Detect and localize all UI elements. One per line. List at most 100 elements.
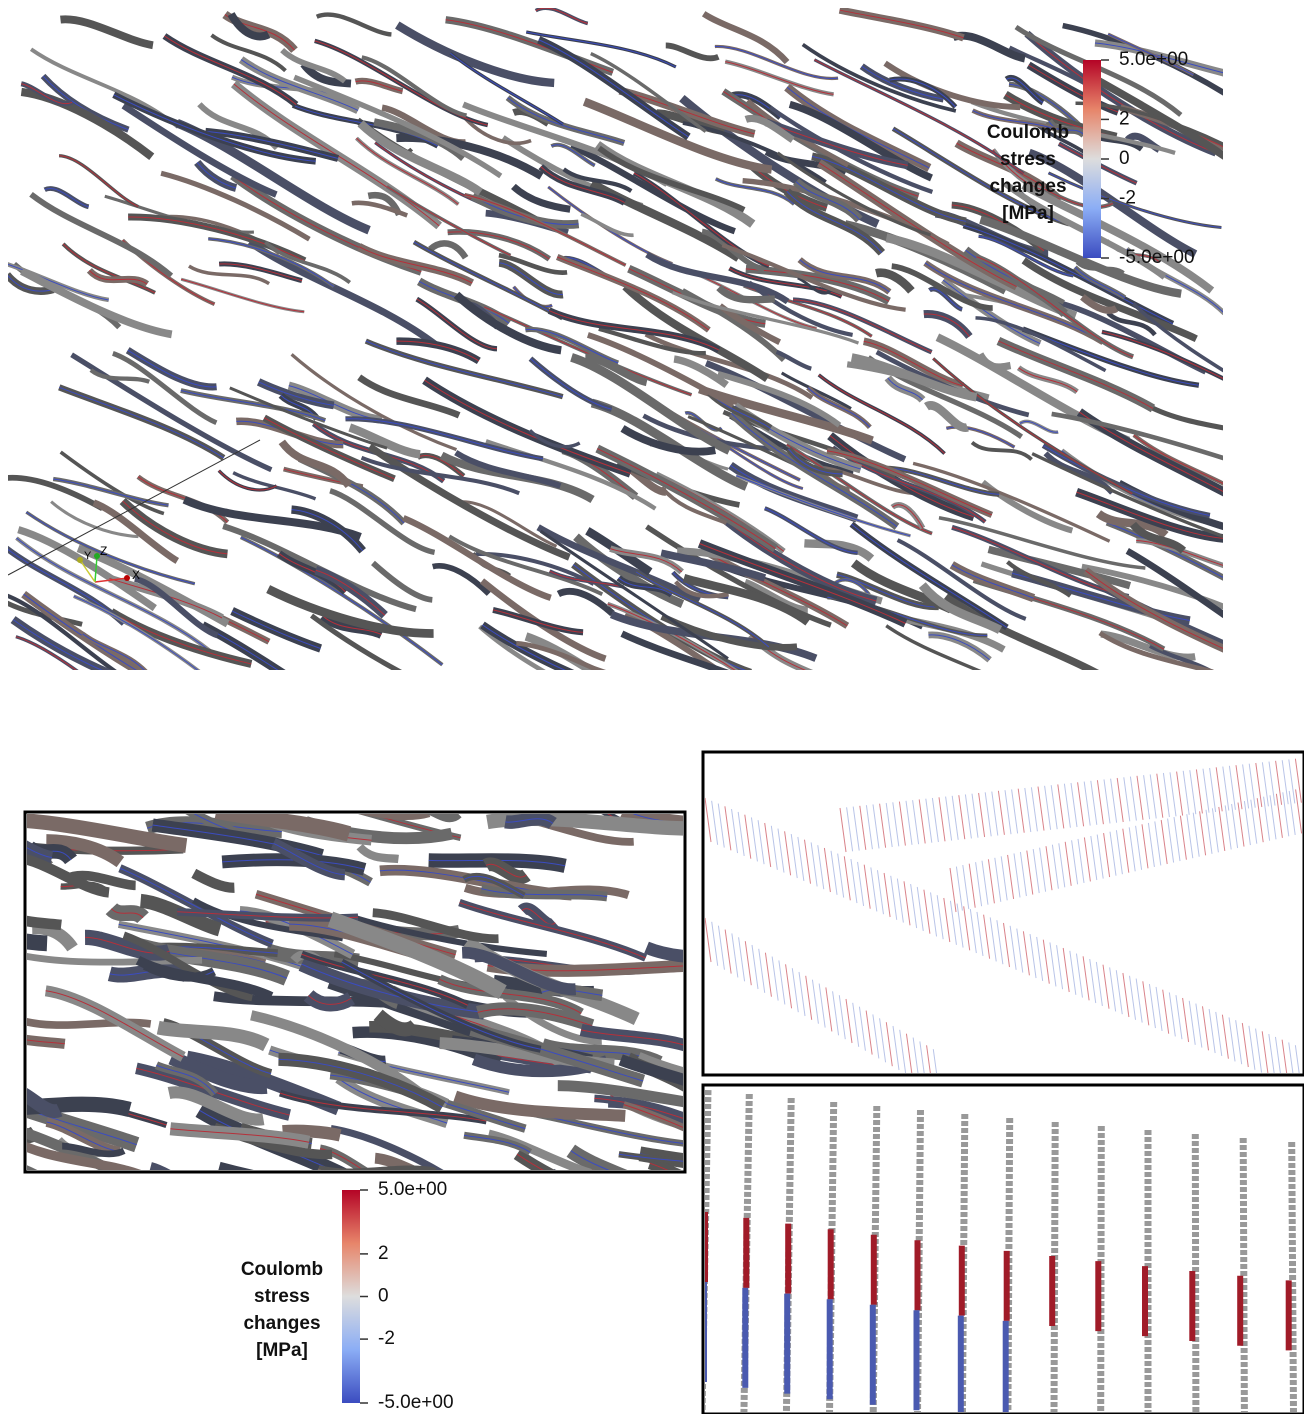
fault-point bbox=[994, 857, 1002, 902]
fault-point bbox=[1235, 765, 1243, 810]
fault-trace bbox=[322, 615, 382, 635]
fault-surface bbox=[280, 47, 347, 84]
fault-point bbox=[1037, 786, 1045, 831]
fault-point bbox=[1243, 801, 1251, 846]
fault-trace bbox=[1094, 42, 1223, 74]
fault-point bbox=[892, 802, 900, 847]
fault-point bbox=[858, 1006, 866, 1051]
fault-trace bbox=[836, 574, 939, 608]
fault-trace bbox=[610, 548, 683, 573]
fault-point bbox=[1129, 776, 1137, 821]
fault-trace bbox=[180, 389, 326, 422]
fault-surface bbox=[1051, 411, 1223, 461]
fault-point bbox=[1275, 760, 1283, 805]
fault-trace bbox=[122, 500, 228, 555]
fault-point bbox=[1282, 792, 1290, 837]
fault-point bbox=[912, 1037, 919, 1073]
fault-trace bbox=[413, 241, 563, 319]
fault-surface bbox=[788, 100, 933, 182]
fault-point bbox=[744, 814, 752, 859]
fault-surface bbox=[1101, 329, 1223, 381]
fault-surface bbox=[896, 538, 1027, 621]
fault-trace bbox=[951, 564, 1034, 599]
fault-surface bbox=[680, 288, 787, 363]
fault-point bbox=[905, 1033, 913, 1073]
fault-point bbox=[989, 917, 997, 962]
fault-trace bbox=[725, 519, 877, 602]
fault-point bbox=[1011, 789, 1019, 834]
fault-surface bbox=[1148, 644, 1213, 670]
fault-trace bbox=[44, 187, 89, 208]
fault-trace bbox=[557, 256, 710, 331]
fault-point bbox=[925, 798, 933, 843]
fault-point bbox=[771, 956, 779, 1001]
fault-trace bbox=[597, 448, 776, 550]
fault-trace bbox=[516, 1153, 544, 1170]
fault-point bbox=[872, 804, 880, 849]
fault-surface bbox=[122, 931, 254, 1002]
fault-point bbox=[987, 859, 995, 904]
fault-surface bbox=[27, 1142, 142, 1170]
fault-surface bbox=[191, 868, 235, 893]
fault-point bbox=[1042, 939, 1050, 984]
fault-point bbox=[1083, 781, 1091, 826]
fault-trace bbox=[1136, 540, 1223, 566]
colorbar-tick-label: 0 bbox=[378, 1286, 389, 1307]
fault-trace bbox=[1026, 33, 1217, 154]
fault-trace bbox=[416, 298, 498, 350]
fault-surface bbox=[671, 291, 860, 345]
fault-trace bbox=[887, 377, 923, 401]
fault-trace bbox=[301, 963, 485, 1013]
fault-surface bbox=[618, 1054, 683, 1086]
fault-trace bbox=[341, 961, 541, 1050]
fault-trace bbox=[795, 181, 860, 220]
fault-point bbox=[984, 792, 992, 837]
fault-surface bbox=[721, 243, 906, 312]
fault-point bbox=[1007, 854, 1015, 899]
fault-surface bbox=[310, 613, 403, 670]
fault-trace bbox=[1076, 491, 1223, 539]
fault-surface bbox=[511, 183, 571, 213]
fault-point bbox=[1115, 830, 1123, 875]
fault-point bbox=[1050, 785, 1058, 830]
fault-trace bbox=[540, 166, 625, 203]
fault-trace bbox=[698, 274, 817, 329]
fault-point bbox=[879, 803, 887, 848]
fault-point bbox=[1208, 1009, 1216, 1054]
fault-trace bbox=[26, 511, 195, 585]
fault-point bbox=[731, 933, 739, 978]
fault-surface bbox=[717, 371, 842, 428]
fault-surface bbox=[1146, 403, 1223, 431]
fault-point bbox=[1248, 763, 1256, 808]
fault-trace bbox=[111, 611, 252, 665]
fault-point bbox=[1294, 1045, 1300, 1073]
fault-surface bbox=[645, 524, 832, 628]
fault-point bbox=[1123, 777, 1131, 822]
fault-trace bbox=[594, 1097, 683, 1119]
fault-surface bbox=[1006, 560, 1072, 598]
fault-trace bbox=[1107, 33, 1194, 76]
fault-point bbox=[711, 921, 719, 966]
fault-surface bbox=[453, 1090, 626, 1122]
fault-point bbox=[1275, 793, 1283, 838]
fault-surface bbox=[553, 1168, 557, 1170]
fault-surface bbox=[478, 624, 546, 670]
fault-surface bbox=[598, 326, 706, 356]
fault-point bbox=[1135, 978, 1143, 1023]
fault-surface bbox=[591, 1168, 595, 1170]
fault-surface bbox=[716, 284, 775, 304]
fault-point bbox=[1255, 1028, 1263, 1073]
colorbar: 5.0e+00 2 0 -2 -5.0e+00 Coulomb stress changes [… bbox=[987, 49, 1195, 268]
fault-point bbox=[958, 795, 966, 840]
fault-trace bbox=[1074, 266, 1126, 299]
fault-surface bbox=[330, 1125, 444, 1170]
fault-surface bbox=[402, 515, 552, 601]
fault-trace bbox=[219, 263, 303, 282]
fault-trace bbox=[1079, 411, 1223, 492]
fault-point bbox=[757, 820, 765, 865]
fault-point bbox=[737, 811, 745, 856]
fault-trace bbox=[315, 569, 386, 616]
fault-trace bbox=[450, 52, 564, 125]
fault-trace bbox=[278, 1058, 443, 1108]
fault-point bbox=[885, 802, 893, 848]
